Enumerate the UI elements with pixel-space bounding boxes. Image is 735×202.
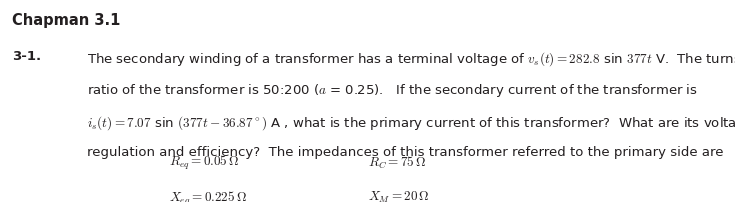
Text: $X_{eq} = 0.225\,\Omega$: $X_{eq} = 0.225\,\Omega$ bbox=[169, 189, 247, 202]
Text: ratio of the transformer is 50:200 ($a$ = 0.25).   If the secondary current of t: ratio of the transformer is 50:200 ($a$ … bbox=[87, 81, 698, 98]
Text: $R_{eq} = 0.05\,\Omega$: $R_{eq} = 0.05\,\Omega$ bbox=[169, 154, 240, 171]
Text: Chapman 3.1: Chapman 3.1 bbox=[12, 13, 121, 28]
Text: $R_C = 75\,\Omega$: $R_C = 75\,\Omega$ bbox=[368, 154, 426, 170]
Text: $X_M = 20\,\Omega$: $X_M = 20\,\Omega$ bbox=[368, 189, 429, 202]
Text: 3-1.: 3-1. bbox=[12, 49, 42, 62]
Text: $i_s(t) = 7.07$ sin $(377t - 36.87^\circ)$ A , what is the primary current of th: $i_s(t) = 7.07$ sin $(377t - 36.87^\circ… bbox=[87, 113, 735, 131]
Text: The secondary winding of a transformer has a terminal voltage of $v_s(t) = 282.8: The secondary winding of a transformer h… bbox=[87, 49, 735, 67]
Text: regulation and efficiency?  The impedances of this transformer referred to the p: regulation and efficiency? The impedance… bbox=[87, 145, 723, 158]
